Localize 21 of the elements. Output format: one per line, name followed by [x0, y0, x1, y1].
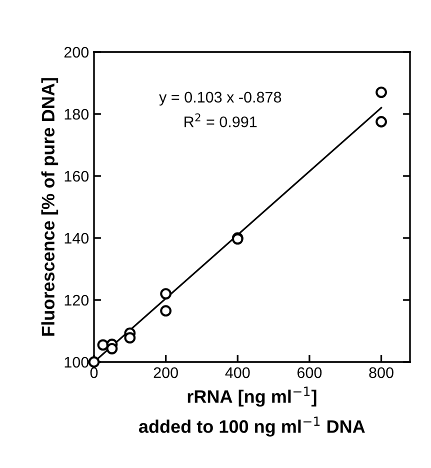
annotation: y = 0.103 x -0.878	[159, 92, 282, 106]
y-tick-label: 120	[64, 294, 89, 306]
y-tick-label: 140	[64, 232, 89, 244]
y-axis-title: Fluorescence [% of pure DNA]	[41, 78, 58, 336]
x-tick-label: 800	[369, 367, 394, 378]
x-tick-label: 200	[154, 367, 178, 378]
y-tick-label: 160	[64, 170, 89, 182]
x-tick-label: 400	[225, 367, 250, 378]
y-tick-label: 100	[64, 356, 89, 368]
x-tick-label: 0	[90, 367, 98, 378]
point	[376, 86, 387, 98]
point	[160, 288, 172, 300]
point	[106, 342, 118, 354]
x-tick-label: 600	[297, 367, 322, 378]
point	[124, 332, 136, 344]
y-tick-label: 180	[64, 108, 89, 120]
point	[160, 305, 172, 317]
point	[376, 116, 387, 128]
x-axis-title: rRNA [ng ml$^{−1}$] added to 100 ng ml$^{−1}$ DNA	[138, 386, 365, 437]
y-tick-label: 200	[64, 46, 89, 58]
annotation: R$^{2}$ = 0.991	[184, 113, 257, 128]
